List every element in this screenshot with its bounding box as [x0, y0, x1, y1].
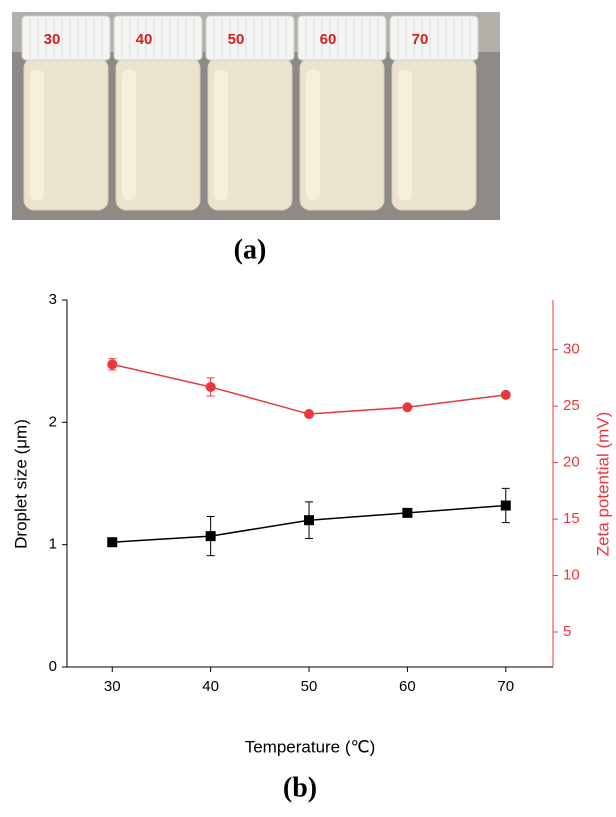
marker: [304, 515, 315, 526]
y2-axis-label: Zeta potential (mV): [593, 412, 612, 557]
cap-label: 30: [44, 31, 61, 48]
marker: [500, 389, 511, 400]
panel-label: (a): [234, 234, 267, 265]
panel-label: (b): [283, 772, 317, 803]
y2-tick-label: 15: [563, 510, 580, 527]
x-tick-label: 60: [399, 678, 416, 695]
vial-shade: [122, 70, 136, 200]
marker: [500, 500, 511, 511]
vial-cap: [21, 15, 111, 61]
y2-tick-label: 30: [563, 341, 580, 358]
marker: [205, 381, 216, 392]
photo: 30 40 50 60 70: [12, 12, 500, 220]
vial-cap: [205, 15, 295, 61]
x-tick-label: 70: [497, 678, 514, 695]
vial-cap: [113, 15, 203, 61]
vial-shade: [398, 70, 412, 200]
series-line: [112, 363, 506, 415]
vial-cap: [389, 15, 479, 61]
y-axis-label: Droplet size (μm): [11, 419, 30, 549]
marker: [107, 359, 118, 370]
marker: [402, 402, 413, 413]
y2-tick-label: 25: [563, 397, 580, 414]
cap-label: 70: [412, 31, 429, 48]
y2-tick-label: 20: [563, 454, 580, 471]
y-tick-label: 3: [49, 291, 57, 308]
y2-tick-label: 5: [563, 623, 571, 640]
marker: [107, 537, 118, 548]
cap-label: 40: [136, 31, 153, 48]
y-tick-label: 0: [49, 658, 57, 675]
x-tick-label: 30: [104, 678, 121, 695]
vial-cap: [297, 15, 387, 61]
x-tick-label: 50: [301, 678, 318, 695]
vial-shade: [306, 70, 320, 200]
x-axis-label: Temperature (℃): [245, 737, 376, 756]
vial-shade: [30, 70, 44, 200]
y2-tick-label: 10: [563, 567, 580, 584]
cap-label: 50: [228, 31, 245, 48]
vial-shade: [214, 70, 228, 200]
y-tick-label: 1: [49, 536, 57, 553]
vials: 30 40 50 60 70: [21, 15, 479, 211]
marker: [402, 507, 413, 518]
x-tick-label: 40: [202, 678, 219, 695]
marker: [205, 531, 216, 542]
marker: [304, 409, 315, 420]
y-tick-label: 2: [49, 413, 57, 430]
cap-label: 60: [320, 31, 337, 48]
